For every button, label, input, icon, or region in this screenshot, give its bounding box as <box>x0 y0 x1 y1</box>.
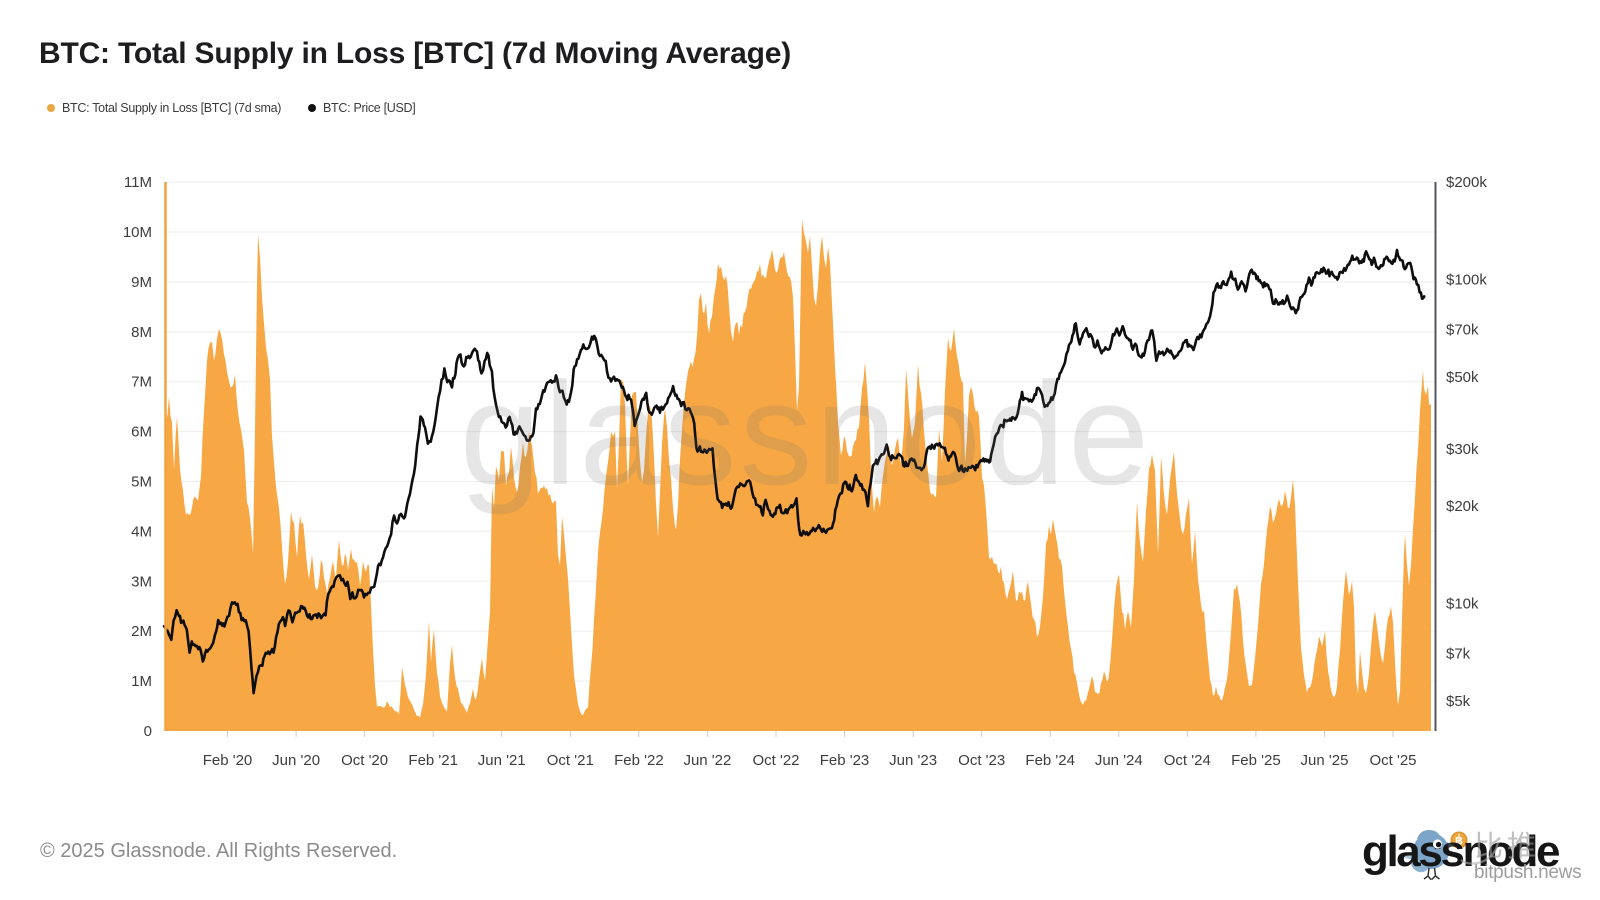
svg-text:1M: 1M <box>131 673 152 690</box>
svg-text:Jun '22: Jun '22 <box>683 752 731 769</box>
svg-text:9M: 9M <box>131 274 152 291</box>
svg-text:Feb '25: Feb '25 <box>1231 752 1281 769</box>
svg-text:$100k: $100k <box>1446 272 1487 289</box>
svg-text:$30k: $30k <box>1446 441 1479 458</box>
svg-text:比推: 比推 <box>1474 830 1540 863</box>
svg-text:5M: 5M <box>131 474 152 491</box>
svg-text:Jun '23: Jun '23 <box>889 752 937 769</box>
svg-text:Oct '22: Oct '22 <box>752 752 799 769</box>
svg-text:$200k: $200k <box>1446 174 1487 191</box>
svg-text:glassnode: glassnode <box>460 352 1153 515</box>
svg-text:$70k: $70k <box>1446 322 1479 339</box>
svg-text:$20k: $20k <box>1446 498 1479 515</box>
svg-text:8M: 8M <box>131 324 152 341</box>
svg-text:Oct '23: Oct '23 <box>958 752 1005 769</box>
svg-text:4M: 4M <box>131 523 152 540</box>
svg-text:2M: 2M <box>131 623 152 640</box>
svg-text:Feb '20: Feb '20 <box>203 752 253 769</box>
svg-text:10M: 10M <box>123 224 152 241</box>
svg-text:7M: 7M <box>131 374 152 391</box>
svg-text:Feb '23: Feb '23 <box>820 752 870 769</box>
svg-text:3M: 3M <box>131 573 152 590</box>
svg-text:bitpush.news: bitpush.news <box>1474 862 1581 883</box>
svg-text:0: 0 <box>144 723 152 740</box>
svg-text:glassnode: glassnode <box>1362 827 1559 876</box>
svg-text:Feb '22: Feb '22 <box>614 752 664 769</box>
svg-text:6M: 6M <box>131 424 152 441</box>
svg-text:Feb '21: Feb '21 <box>408 752 458 769</box>
svg-text:Jun '21: Jun '21 <box>478 752 526 769</box>
svg-text:$7k: $7k <box>1446 646 1471 663</box>
svg-text:Oct '24: Oct '24 <box>1164 752 1211 769</box>
svg-text:$10k: $10k <box>1446 596 1479 613</box>
svg-text:$5k: $5k <box>1446 693 1471 710</box>
svg-text:11M: 11M <box>124 174 152 191</box>
svg-text:Oct '25: Oct '25 <box>1369 752 1416 769</box>
svg-text:Oct '21: Oct '21 <box>547 752 594 769</box>
svg-text:Feb '24: Feb '24 <box>1025 752 1075 769</box>
svg-text:$50k: $50k <box>1446 369 1479 386</box>
svg-text:Oct '20: Oct '20 <box>341 752 388 769</box>
svg-text:Jun '20: Jun '20 <box>272 752 320 769</box>
svg-text:Jun '24: Jun '24 <box>1095 752 1143 769</box>
svg-text:Jun '25: Jun '25 <box>1301 752 1349 769</box>
